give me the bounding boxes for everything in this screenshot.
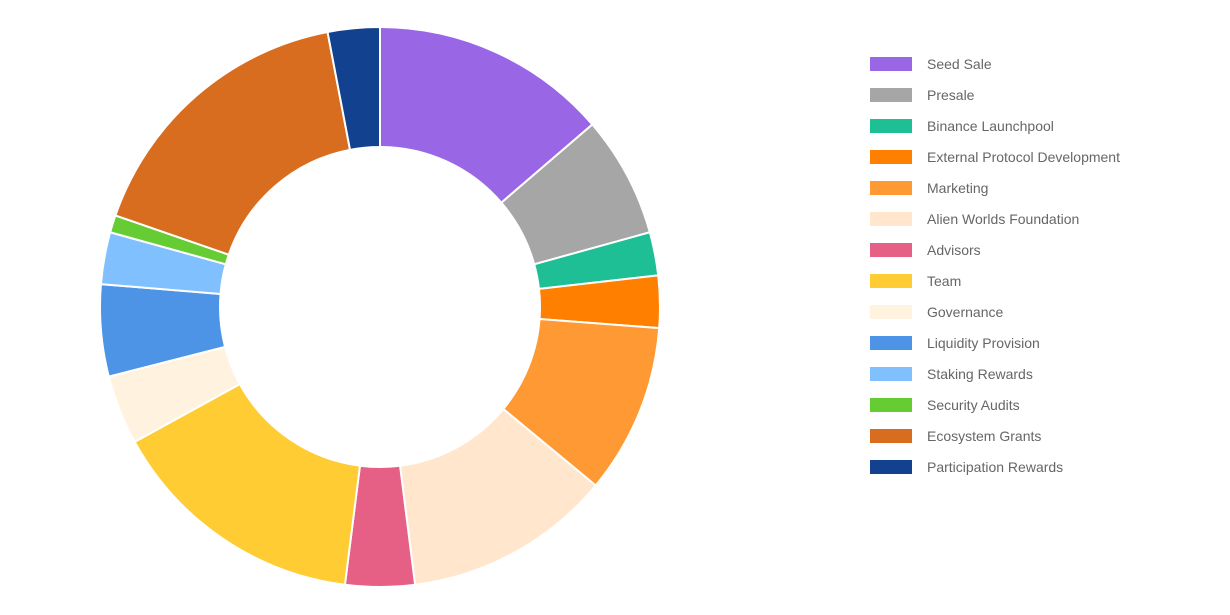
legend-item[interactable]: Binance Launchpool [870, 117, 1190, 135]
legend-item[interactable]: Alien Worlds Foundation [870, 210, 1190, 228]
legend-item[interactable]: Security Audits [870, 396, 1190, 414]
legend-swatch [870, 243, 912, 257]
legend-swatch [870, 119, 912, 133]
legend-swatch [870, 57, 912, 71]
legend-swatch [870, 88, 912, 102]
legend-label: Advisors [927, 241, 981, 259]
legend-label: Presale [927, 86, 974, 104]
donut-slice[interactable] [115, 32, 350, 255]
legend-swatch [870, 336, 912, 350]
legend-item[interactable]: Ecosystem Grants [870, 427, 1190, 445]
legend-swatch [870, 398, 912, 412]
legend-swatch [870, 460, 912, 474]
legend-swatch [870, 150, 912, 164]
legend-item[interactable]: Participation Rewards [870, 458, 1190, 476]
legend-swatch [870, 274, 912, 288]
legend-item[interactable]: Team [870, 272, 1190, 290]
donut-chart-svg [0, 0, 760, 615]
legend-swatch [870, 367, 912, 381]
legend-item[interactable]: Seed Sale [870, 55, 1190, 73]
legend-label: Ecosystem Grants [927, 427, 1041, 445]
legend-label: Security Audits [927, 396, 1020, 414]
legend-label: Alien Worlds Foundation [927, 210, 1079, 228]
legend-label: Governance [927, 303, 1003, 321]
legend-item[interactable]: Advisors [870, 241, 1190, 259]
legend-item[interactable]: Marketing [870, 179, 1190, 197]
legend-item[interactable]: External Protocol Development [870, 148, 1190, 166]
legend-label: Seed Sale [927, 55, 992, 73]
legend-label: Staking Rewards [927, 365, 1033, 383]
legend-label: Binance Launchpool [927, 117, 1054, 135]
legend-swatch [870, 212, 912, 226]
legend-label: Liquidity Provision [927, 334, 1040, 352]
legend-item[interactable]: Governance [870, 303, 1190, 321]
legend-item[interactable]: Presale [870, 86, 1190, 104]
legend-swatch [870, 181, 912, 195]
legend-swatch [870, 429, 912, 443]
legend-swatch [870, 305, 912, 319]
legend-label: External Protocol Development [927, 148, 1120, 166]
legend-label: Team [927, 272, 961, 290]
donut-chart-area [0, 0, 760, 615]
legend-label: Participation Rewards [927, 458, 1063, 476]
legend-item[interactable]: Liquidity Provision [870, 334, 1190, 352]
legend-label: Marketing [927, 179, 988, 197]
legend-item[interactable]: Staking Rewards [870, 365, 1190, 383]
legend: Seed Sale Presale Binance Launchpool Extern… [870, 55, 1190, 489]
chart-container: Seed Sale Presale Binance Launchpool Extern… [0, 0, 1230, 615]
